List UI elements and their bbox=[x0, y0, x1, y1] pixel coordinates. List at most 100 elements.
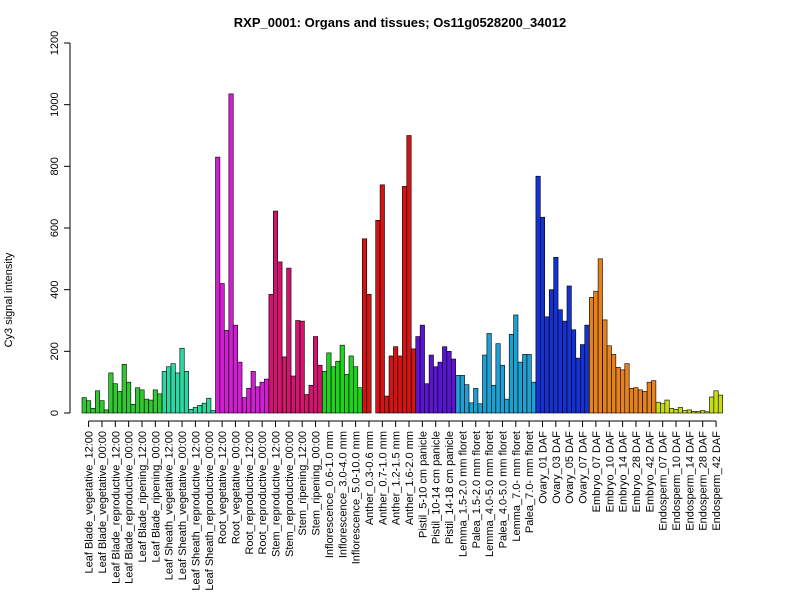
bar bbox=[584, 324, 590, 414]
bar bbox=[121, 363, 127, 414]
bar bbox=[695, 411, 701, 414]
bar bbox=[655, 401, 661, 414]
bar bbox=[557, 309, 563, 414]
bar bbox=[499, 364, 505, 414]
bar bbox=[562, 320, 568, 414]
x-tick-label: Root_reproductive_00:00 bbox=[257, 431, 269, 555]
x-tick-label: Root_reproductive_12:00 bbox=[244, 431, 256, 555]
bar bbox=[535, 175, 541, 414]
bar bbox=[597, 258, 603, 414]
bar bbox=[468, 402, 474, 414]
bar bbox=[410, 348, 416, 414]
bar bbox=[504, 398, 510, 414]
bar bbox=[473, 388, 479, 414]
bar bbox=[219, 283, 225, 414]
x-tick-label: Pistil_14-18 cm panicle bbox=[444, 431, 456, 544]
bar bbox=[90, 408, 96, 414]
x-tick-label: Endosperm_42 DAF bbox=[711, 431, 723, 531]
bar bbox=[664, 399, 670, 414]
bar bbox=[86, 400, 92, 414]
bar bbox=[255, 386, 261, 414]
bar bbox=[566, 285, 572, 414]
x-tick-label: Embryo_07 DAF bbox=[591, 431, 603, 513]
y-tick-label: 1000 bbox=[49, 92, 61, 116]
bar bbox=[450, 358, 456, 414]
bar bbox=[717, 394, 723, 414]
x-tick-label: Anther_0.7-1.0 mm bbox=[377, 431, 389, 525]
bar bbox=[522, 354, 528, 414]
bar bbox=[651, 380, 657, 414]
x-tick-label: Leaf Sheath_vegetative_00:00 bbox=[177, 431, 189, 580]
bar bbox=[126, 381, 132, 414]
bar bbox=[629, 388, 635, 414]
bar bbox=[264, 378, 270, 414]
x-tick-label: Stem_ripening_12:00 bbox=[297, 431, 309, 536]
bar bbox=[348, 355, 354, 414]
x-tick-label: Embryo_10 DAF bbox=[604, 431, 616, 513]
bar bbox=[290, 375, 296, 414]
bar bbox=[108, 372, 114, 414]
bar bbox=[704, 411, 710, 414]
x-tick-label: Palea_1.5-2.0 mm floret bbox=[471, 431, 483, 548]
bar bbox=[272, 210, 278, 414]
x-tick-label: Ovary_07 DAF bbox=[578, 431, 590, 504]
bar bbox=[215, 156, 221, 414]
x-tick-label: Stem_ripening_00:00 bbox=[311, 431, 323, 536]
bar bbox=[575, 357, 581, 414]
bar bbox=[99, 400, 105, 414]
bar bbox=[299, 320, 305, 414]
bar bbox=[295, 320, 301, 414]
bar bbox=[112, 383, 118, 414]
y-tick-label: 400 bbox=[49, 280, 61, 298]
bar bbox=[148, 399, 154, 414]
y-tick-label: 200 bbox=[49, 342, 61, 360]
bar bbox=[321, 371, 327, 414]
x-tick-label: Leaf Blade_vegetative_12:00 bbox=[84, 431, 96, 574]
x-tick-label: Leaf Blade_reproductive_00:00 bbox=[124, 431, 136, 584]
x-tick-label: Stem_reproductive_00:00 bbox=[284, 431, 296, 557]
bar bbox=[379, 184, 385, 414]
y-tick-label: 0 bbox=[49, 410, 61, 416]
bars-group bbox=[81, 93, 723, 414]
bar bbox=[602, 319, 608, 414]
bar bbox=[224, 330, 230, 414]
bar bbox=[268, 293, 274, 414]
bar bbox=[188, 408, 194, 414]
bar bbox=[424, 383, 430, 414]
x-tick-label: Pistil_10-14 cm panicle bbox=[431, 431, 443, 544]
x-tick-label: Lemma_4.0-5.0 mm floret bbox=[484, 431, 496, 557]
x-tick-label: Anther_1.6-2.0 mm bbox=[404, 431, 416, 525]
bar bbox=[183, 371, 189, 414]
x-tick-label: Leaf Sheath_vegetative_12:00 bbox=[164, 431, 176, 580]
bar bbox=[344, 374, 350, 414]
bar bbox=[277, 261, 283, 414]
bar bbox=[713, 390, 719, 414]
bar bbox=[135, 387, 141, 414]
bar bbox=[433, 366, 439, 414]
x-tick-label: Inflorescence_5.0-10.0 mm bbox=[351, 431, 363, 564]
bar bbox=[455, 375, 461, 414]
bar bbox=[166, 366, 172, 414]
bar bbox=[206, 397, 212, 414]
bar bbox=[486, 333, 492, 414]
bar bbox=[620, 369, 626, 414]
bar bbox=[393, 346, 399, 414]
bar bbox=[446, 351, 452, 414]
bar bbox=[103, 409, 109, 414]
bar bbox=[553, 256, 559, 414]
bar bbox=[388, 355, 394, 414]
bar bbox=[415, 336, 421, 414]
x-axis: Leaf Blade_vegetative_12:00 Leaf Blade_ve… bbox=[84, 420, 723, 591]
x-tick-label: Ovary_05 DAF bbox=[564, 431, 576, 504]
x-tick-label: Leaf Blade_vegetative_00:00 bbox=[97, 431, 109, 574]
bar bbox=[437, 361, 443, 414]
bar bbox=[673, 408, 679, 414]
x-tick-label: Inflorescence_0.6-1.0 mm bbox=[324, 431, 336, 558]
bar bbox=[246, 388, 252, 414]
bar bbox=[192, 407, 198, 414]
x-tick-label: Embryo_14 DAF bbox=[618, 431, 630, 513]
bar bbox=[366, 293, 372, 414]
bar bbox=[250, 371, 256, 414]
bar bbox=[197, 404, 203, 414]
bar bbox=[95, 390, 101, 414]
